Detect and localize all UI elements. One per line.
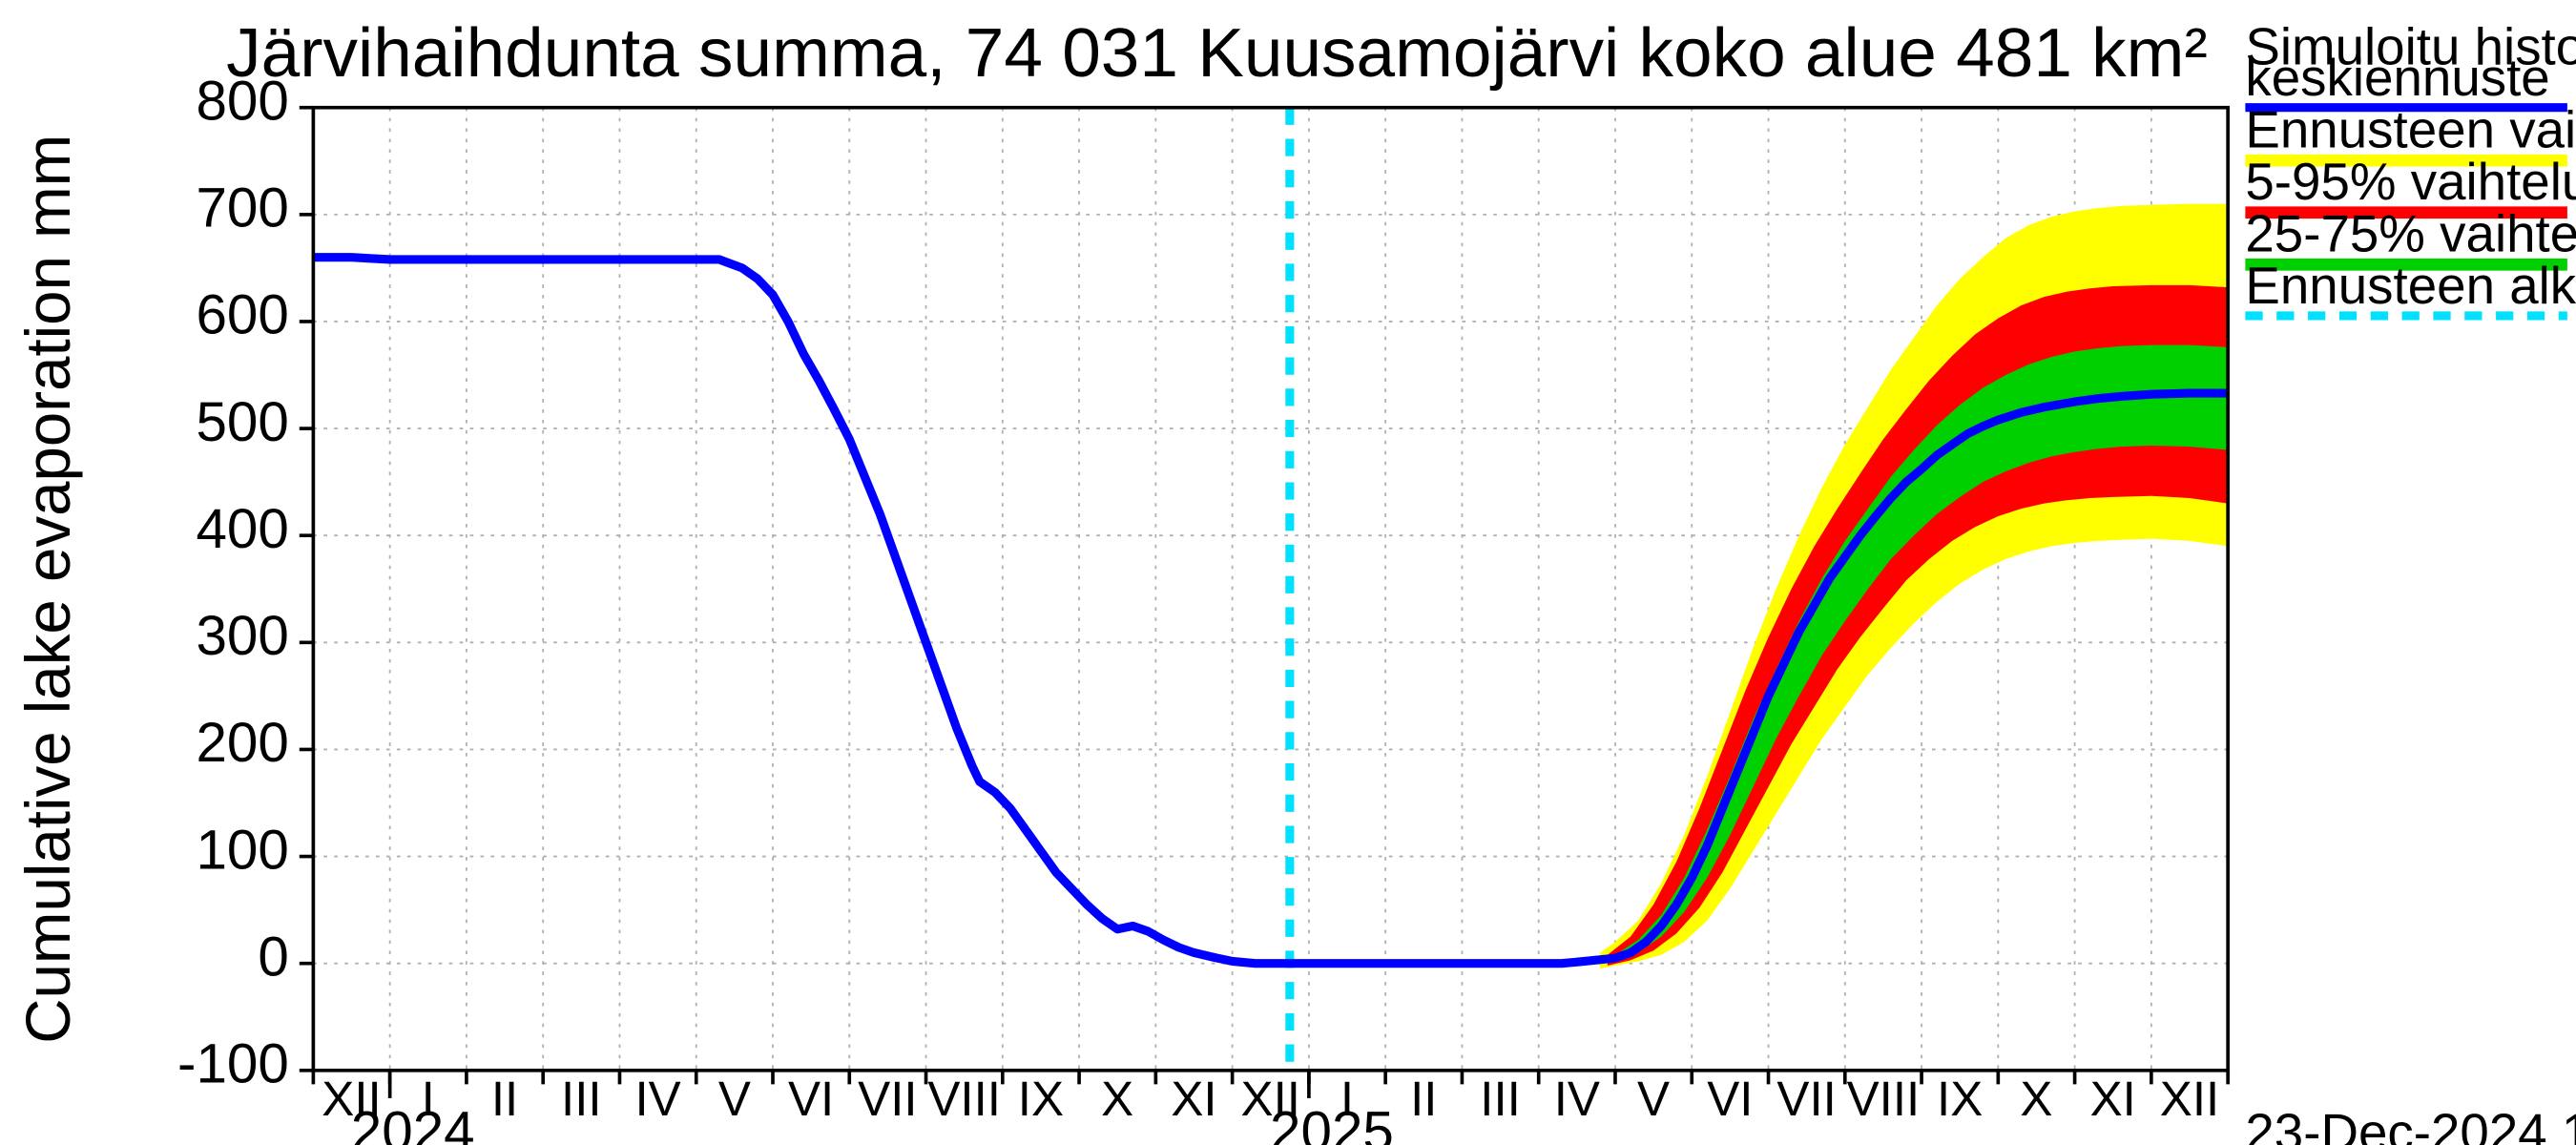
xtick-month: III: [561, 1072, 602, 1126]
xtick-month: X: [1101, 1072, 1133, 1126]
ytick-label: 0: [258, 926, 288, 989]
xtick-month: VIII: [927, 1072, 1001, 1126]
ytick-label: 600: [196, 284, 288, 346]
xtick-month: XII: [2160, 1072, 2219, 1126]
xtick-month: IX: [1937, 1072, 1983, 1126]
xtick-month: XI: [2090, 1072, 2136, 1126]
xtick-month: III: [1480, 1072, 1521, 1126]
xtick-month: IV: [634, 1072, 680, 1126]
legend-label: Ennusteen vaihteluväli: [2245, 101, 2576, 159]
footer-timestamp: 23-Dec-2024 14:21 WSFS-O: [2245, 1104, 2576, 1145]
y-axis-label: Cumulative lake evaporation mm: [13, 135, 83, 1044]
legend-label: 5-95% vaihteluväli: [2245, 153, 2576, 211]
xtick-month: X: [2020, 1072, 2052, 1126]
ytick-label: 300: [196, 605, 288, 667]
ytick-label: -100: [177, 1033, 289, 1095]
ytick-label: 400: [196, 498, 288, 560]
xtick-month: II: [1410, 1072, 1437, 1126]
ytick-label: 500: [196, 391, 288, 453]
chart-title: Järvihaihdunta summa, 74 031 Kuusamojärv…: [226, 14, 2208, 92]
ytick-label: 200: [196, 712, 288, 774]
xtick-month: VII: [1776, 1072, 1836, 1126]
ytick-label: 100: [196, 819, 288, 881]
xtick-month: II: [491, 1072, 518, 1126]
xtick-year: 2024: [351, 1101, 475, 1145]
xtick-year: 2025: [1270, 1101, 1394, 1145]
xtick-month: VI: [788, 1072, 834, 1126]
xtick-month: V: [718, 1072, 751, 1126]
xtick-month: IV: [1554, 1072, 1600, 1126]
ytick-label: 700: [196, 177, 288, 239]
xtick-month: VII: [858, 1072, 917, 1126]
xtick-month: VI: [1707, 1072, 1753, 1126]
xtick-month: V: [1637, 1072, 1670, 1126]
xtick-month: XI: [1171, 1072, 1216, 1126]
legend-label: keskiennuste: [2245, 49, 2549, 107]
xtick-month: IX: [1018, 1072, 1064, 1126]
chart-container: { "chart": { "type": "line-band", "title…: [0, 0, 2576, 1145]
legend-label: Ennusteen alku: [2245, 257, 2576, 315]
xtick-month: VIII: [1847, 1072, 1921, 1126]
legend-label: 25-75% vaihteluväli: [2245, 205, 2576, 263]
chart-svg: -1000100200300400500600700800XIIIIIIIIIV…: [0, 0, 2576, 1145]
